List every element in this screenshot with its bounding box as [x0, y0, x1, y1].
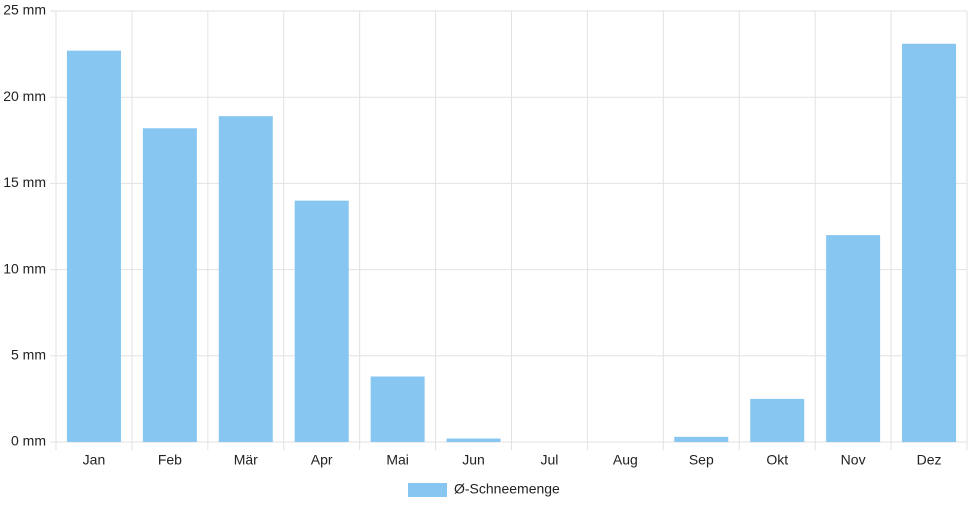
- y-tick-label: 5 mm: [11, 347, 46, 363]
- x-tick-label: Mai: [386, 452, 409, 468]
- x-tick-label: Okt: [766, 452, 788, 468]
- x-tick-label: Sep: [689, 452, 714, 468]
- x-tick-label: Jun: [462, 452, 485, 468]
- x-tick-label: Jan: [83, 452, 106, 468]
- bar: [674, 436, 729, 442]
- x-tick-label: Aug: [613, 452, 638, 468]
- x-tick-label: Feb: [158, 452, 182, 468]
- y-tick-label: 0 mm: [11, 433, 46, 449]
- bar: [370, 376, 425, 442]
- bar: [142, 128, 197, 442]
- bar: [66, 50, 121, 442]
- y-tick-label: 25 mm: [3, 2, 46, 18]
- bar: [750, 398, 805, 442]
- bar: [826, 235, 881, 442]
- y-tick-label: 20 mm: [3, 88, 46, 104]
- x-tick-label: Nov: [841, 452, 866, 468]
- legend-swatch: [408, 483, 447, 497]
- legend-label: Ø-Schneemenge: [454, 481, 560, 497]
- x-tick-label: Apr: [311, 452, 333, 468]
- x-tick-label: Mär: [234, 452, 258, 468]
- y-tick-label: 15 mm: [3, 174, 46, 190]
- bar: [902, 43, 957, 442]
- bar: [446, 438, 501, 442]
- x-tick-label: Jul: [541, 452, 559, 468]
- x-tick-label: Dez: [917, 452, 942, 468]
- bar: [294, 200, 349, 442]
- bar: [218, 116, 273, 442]
- y-tick-label: 10 mm: [3, 260, 46, 276]
